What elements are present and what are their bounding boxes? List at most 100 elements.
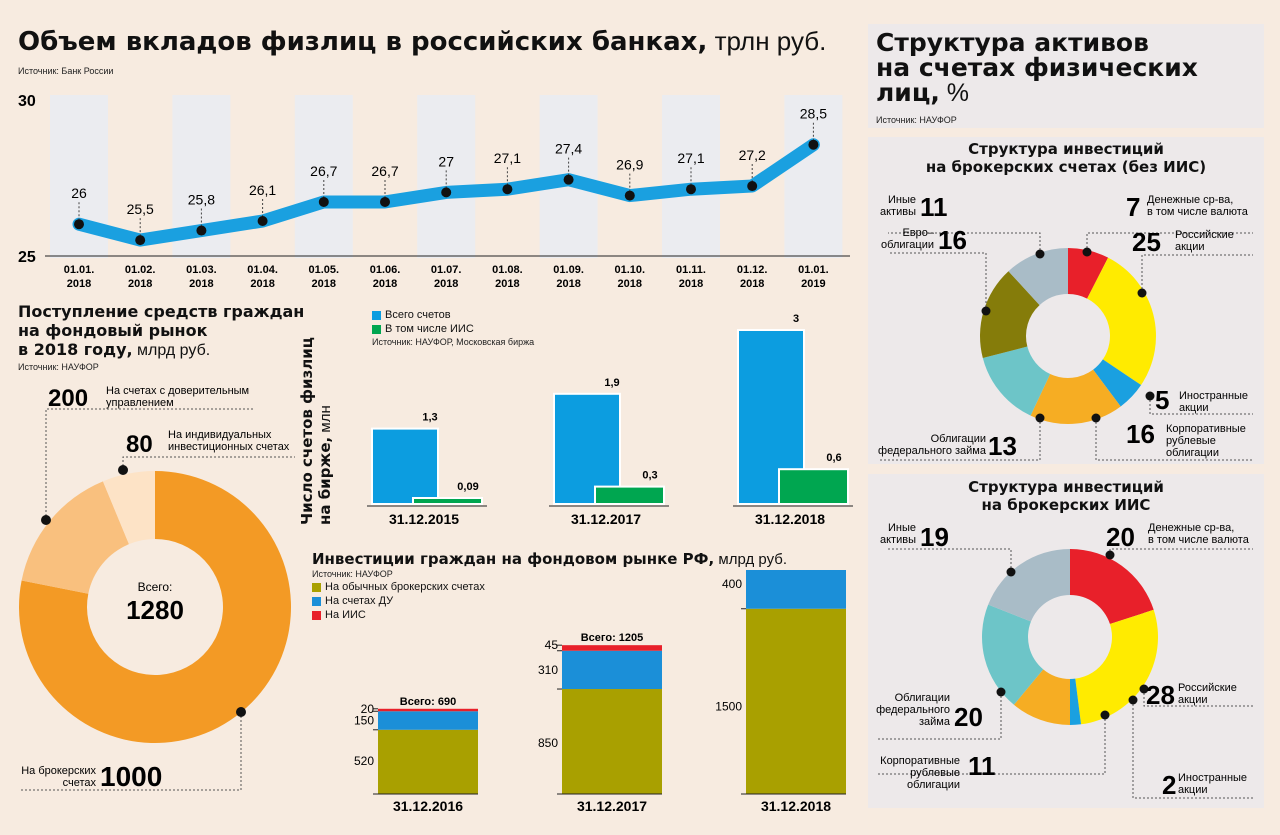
assets-source: Источник: НАУФОР — [876, 115, 957, 125]
value-label: 20 — [1106, 522, 1135, 552]
stack-segment — [562, 645, 662, 651]
column-band — [417, 95, 476, 258]
x-tick-label: 31.12.2018 — [761, 798, 831, 814]
leader-dot — [1035, 249, 1045, 259]
category-label: Иные активы — [880, 194, 916, 218]
brokerage-structure-title: Структура инвестиций на брокерских счета… — [868, 140, 1264, 176]
data-label: 27,1 — [677, 150, 704, 166]
data-label: 26,7 — [371, 163, 398, 179]
x-tick-label: 01.04. 2018 — [247, 264, 278, 290]
donut-slice — [19, 471, 292, 743]
data-label: 25,5 — [127, 201, 154, 217]
segment-value: 850 — [538, 736, 558, 750]
data-label: 25,8 — [188, 192, 215, 208]
accounts-source: Источник: НАУФОР, Московская биржа — [372, 337, 535, 347]
segment-value: 400 — [722, 577, 742, 591]
leader-dot — [41, 515, 51, 525]
value-label: 1000 — [100, 761, 162, 792]
leader-dot — [1091, 413, 1101, 423]
value-label: 19 — [920, 522, 949, 552]
donut-slice — [1008, 248, 1068, 306]
legend-item-total-accounts: Всего счетов — [372, 309, 534, 321]
inflow-title-line3: в 2018 году, — [18, 340, 133, 359]
value-label: 25 — [1132, 227, 1161, 257]
donut-slice — [102, 471, 155, 545]
data-point — [135, 235, 146, 246]
data-point — [74, 219, 84, 230]
bar-total-accounts — [371, 427, 439, 505]
deposits-source: Источник: Банк России — [18, 66, 114, 76]
segment-value: 310 — [538, 663, 558, 677]
data-point — [380, 196, 390, 207]
x-tick-label: 01.11. 2018 — [676, 264, 706, 290]
data-label: 26 — [71, 185, 87, 201]
donut-slice — [1093, 359, 1142, 407]
data-point — [808, 139, 819, 150]
category-label: Российские акции — [1178, 682, 1237, 706]
category-label: Денежные ср-ва, в том числе валюта — [1147, 194, 1249, 218]
data-point — [502, 184, 513, 195]
accounts-legend: Всего счетов В том числе ИИС Источник: Н… — [372, 307, 534, 347]
data-point — [747, 181, 758, 192]
x-tick-label: 01.06. 2018 — [370, 264, 401, 290]
bar-iis-accounts — [594, 485, 665, 506]
column-band — [784, 95, 843, 258]
legend-label-iis-accounts: В том числе ИИС — [385, 323, 474, 335]
iis-structure-title: Структура инвестиций на брокерских ИИС — [868, 478, 1264, 514]
value-label: 5 — [1155, 385, 1169, 415]
accounts-ylabel-line1: Число счетов физлиц — [298, 337, 316, 525]
x-tick-label: 31.12.2018 — [755, 511, 825, 527]
category-label: Облигации федерального займа — [878, 433, 987, 457]
leader-dot — [1035, 413, 1045, 423]
value-label: 13 — [988, 431, 1017, 461]
legend-item-iis-accounts: В том числе ИИС — [372, 323, 534, 335]
legend-label-total-accounts: Всего счетов — [385, 309, 451, 321]
legend-item-du: На счетах ДУ — [312, 595, 485, 607]
data-label: 27,1 — [494, 150, 521, 166]
data-point — [318, 196, 329, 207]
donut-slice — [982, 604, 1044, 705]
data-label: 28,5 — [800, 106, 827, 122]
legend-item-brokerage: На обычных брокерских счетах — [312, 581, 485, 593]
leader-line — [122, 456, 295, 470]
category-label: Иностранные акции — [1179, 390, 1248, 414]
segment-value: 20 — [361, 702, 375, 716]
value-label: 200 — [48, 385, 88, 412]
data-label: 0,3 — [642, 470, 657, 482]
x-tick-label: 01.08. 2018 — [492, 264, 523, 290]
leader-line — [888, 548, 1012, 572]
total-label: Всего: — [138, 580, 173, 594]
iis-structure-title-line1: Структура инвестиций — [968, 478, 1164, 496]
leader-line — [45, 408, 255, 520]
leader-dot — [1145, 391, 1155, 401]
assets-title-line3: лиц, — [876, 78, 940, 107]
data-point — [257, 216, 268, 227]
legend-swatch-blue — [372, 310, 381, 320]
value-label: 16 — [938, 225, 967, 255]
segment-value: 150 — [354, 714, 374, 728]
data-label: 26,7 — [310, 163, 337, 179]
x-tick-label: 31.12.2015 — [389, 511, 459, 527]
data-label: 27,2 — [739, 147, 766, 163]
leader-line — [1149, 396, 1253, 415]
category-label: Иные активы — [880, 522, 916, 546]
inflow-title-line1: Поступление средств граждан — [18, 302, 305, 321]
assets-header-panel — [868, 24, 1264, 128]
data-label: 27,4 — [555, 141, 582, 157]
iis-structure-title-line2: на брокерских ИИС — [981, 496, 1151, 514]
iis-structure-panel — [868, 474, 1264, 808]
x-tick-label: 01.03. 2018 — [186, 264, 217, 290]
leader-dot — [1100, 710, 1110, 720]
data-point — [686, 184, 696, 195]
data-label: 27 — [438, 153, 454, 169]
category-label: На индивидуальных инвестиционных счетах — [168, 429, 290, 453]
data-label: 1,9 — [604, 377, 619, 389]
x-tick-label: 01.02. 2018 — [125, 264, 156, 290]
inflow-source: Источник: НАУФОР — [18, 362, 99, 372]
leader-line — [888, 252, 987, 311]
donut-slice — [1070, 678, 1082, 725]
investments-source: Источник: НАУФОР — [312, 569, 393, 579]
investments-legend: Источник: НАУФОР На обычных брокерских с… — [312, 569, 485, 623]
leader-line — [1086, 232, 1253, 252]
